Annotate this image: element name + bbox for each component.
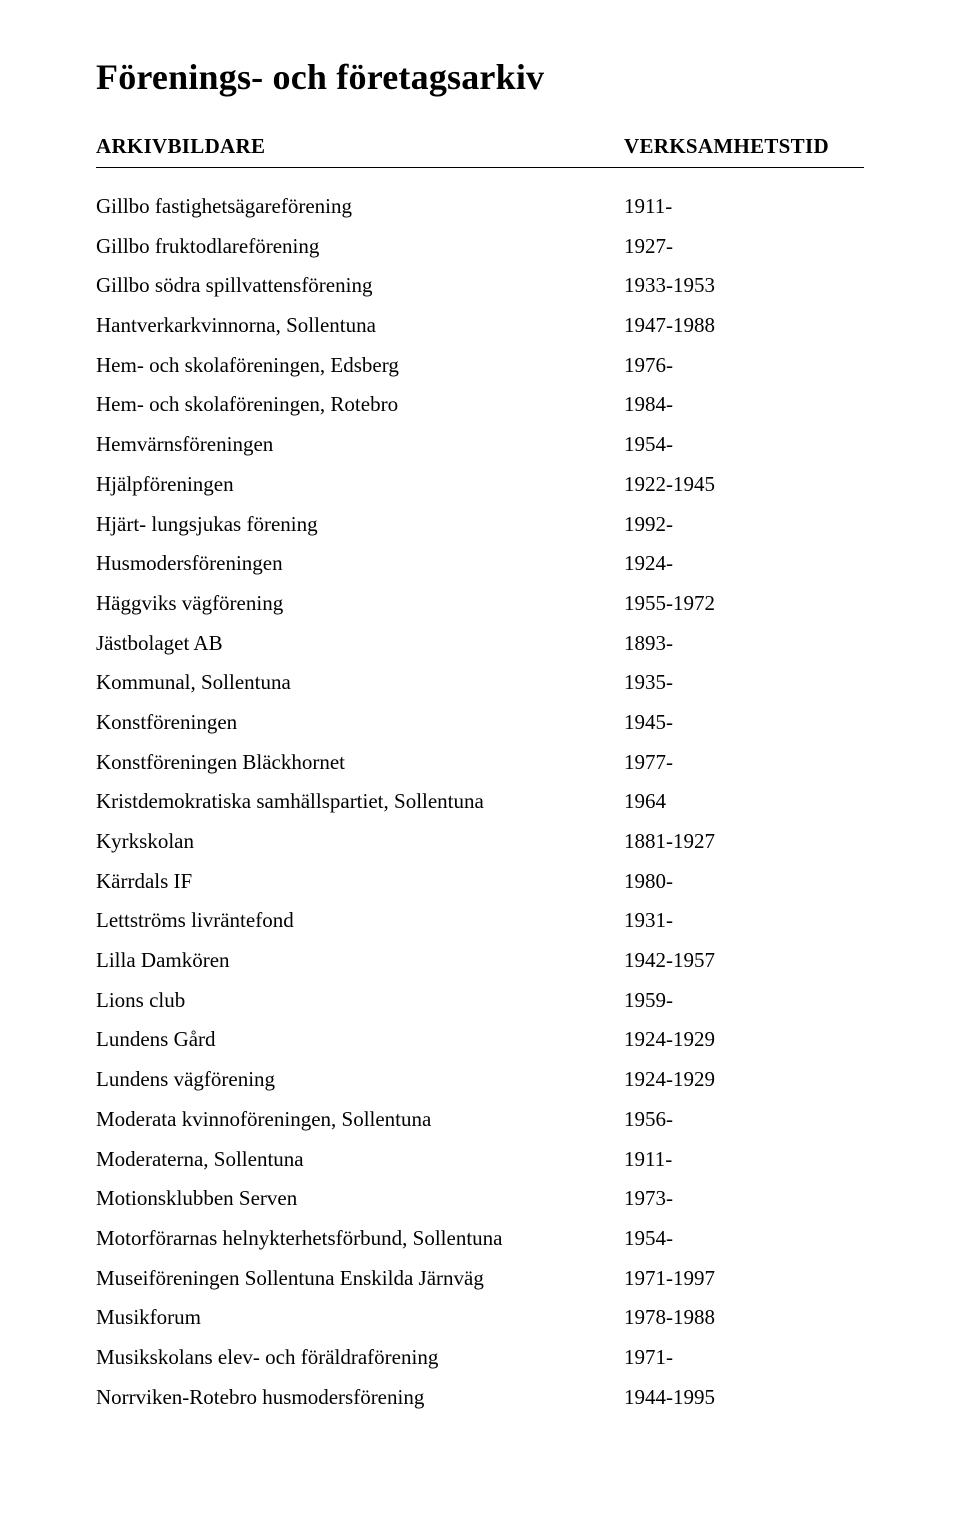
table-row: Moderaterna, Sollentuna1911- bbox=[96, 1149, 864, 1170]
row-name: Hem- och skolaföreningen, Edsberg bbox=[96, 355, 624, 376]
row-name: Moderaterna, Sollentuna bbox=[96, 1149, 624, 1170]
row-period: 1978-1988 bbox=[624, 1307, 864, 1328]
row-period: 1992- bbox=[624, 514, 864, 535]
table-row: Musikskolans elev- och föräldraförening1… bbox=[96, 1347, 864, 1368]
row-name: Moderata kvinnoföreningen, Sollentuna bbox=[96, 1109, 624, 1130]
table-row: Hantverkarkvinnorna, Sollentuna1947-1988 bbox=[96, 315, 864, 336]
row-name: Husmodersföreningen bbox=[96, 553, 624, 574]
table-row: Hjärt- lungsjukas förening1992- bbox=[96, 514, 864, 535]
row-period: 1971-1997 bbox=[624, 1268, 864, 1289]
table-row: Jästbolaget AB1893- bbox=[96, 633, 864, 654]
row-period: 1955-1972 bbox=[624, 593, 864, 614]
table-row: Lions club1959- bbox=[96, 990, 864, 1011]
row-period: 1935- bbox=[624, 672, 864, 693]
row-period: 1959- bbox=[624, 990, 864, 1011]
table-row: Motionsklubben Serven1973- bbox=[96, 1188, 864, 1209]
row-name: Motionsklubben Serven bbox=[96, 1188, 624, 1209]
row-period: 1945- bbox=[624, 712, 864, 733]
table-row: Museiföreningen Sollentuna Enskilda Järn… bbox=[96, 1268, 864, 1289]
row-period: 1980- bbox=[624, 871, 864, 892]
row-name: Konstföreningen Bläckhornet bbox=[96, 752, 624, 773]
row-name: Kärrdals IF bbox=[96, 871, 624, 892]
row-period: 1924-1929 bbox=[624, 1069, 864, 1090]
row-name: Gillbo södra spillvattensförening bbox=[96, 275, 624, 296]
row-name: Kommunal, Sollentuna bbox=[96, 672, 624, 693]
table-row: Gillbo södra spillvattensförening1933-19… bbox=[96, 275, 864, 296]
row-name: Konstföreningen bbox=[96, 712, 624, 733]
table-row: Kommunal, Sollentuna1935- bbox=[96, 672, 864, 693]
row-period: 1971- bbox=[624, 1347, 864, 1368]
table-row: Lundens vägförening1924-1929 bbox=[96, 1069, 864, 1090]
table-row: Lilla Damkören1942-1957 bbox=[96, 950, 864, 971]
row-period: 1922-1945 bbox=[624, 474, 864, 495]
row-name: Hjälpföreningen bbox=[96, 474, 624, 495]
row-period: 1881-1927 bbox=[624, 831, 864, 852]
row-name: Lilla Damkören bbox=[96, 950, 624, 971]
row-name: Hantverkarkvinnorna, Sollentuna bbox=[96, 315, 624, 336]
row-period: 1893- bbox=[624, 633, 864, 654]
row-name: Lundens Gård bbox=[96, 1029, 624, 1050]
row-period: 1911- bbox=[624, 196, 864, 217]
table-row: Häggviks vägförening1955-1972 bbox=[96, 593, 864, 614]
row-period: 1927- bbox=[624, 236, 864, 257]
row-period: 1947-1988 bbox=[624, 315, 864, 336]
table-row: Gillbo fruktodlareförening1927- bbox=[96, 236, 864, 257]
row-period: 1977- bbox=[624, 752, 864, 773]
row-name: Kyrkskolan bbox=[96, 831, 624, 852]
row-period: 1964 bbox=[624, 791, 864, 812]
row-name: Lions club bbox=[96, 990, 624, 1011]
row-period: 1944-1995 bbox=[624, 1387, 864, 1408]
table-row: Hjälpföreningen1922-1945 bbox=[96, 474, 864, 495]
row-period: 1931- bbox=[624, 910, 864, 931]
table-row: Lundens Gård1924-1929 bbox=[96, 1029, 864, 1050]
table-row: Gillbo fastighetsägareförening1911- bbox=[96, 196, 864, 217]
row-period: 1924- bbox=[624, 553, 864, 574]
row-name: Kristdemokratiska samhällspartiet, Solle… bbox=[96, 791, 624, 812]
table-row: Norrviken-Rotebro husmodersförening1944-… bbox=[96, 1387, 864, 1408]
header-right: VERKSAMHETSTID bbox=[624, 134, 864, 159]
table-row: Lettströms livräntefond1931- bbox=[96, 910, 864, 931]
table-row: Moderata kvinnoföreningen, Sollentuna195… bbox=[96, 1109, 864, 1130]
row-period: 1976- bbox=[624, 355, 864, 376]
row-name: Hjärt- lungsjukas förening bbox=[96, 514, 624, 535]
table-row: Musikforum1978-1988 bbox=[96, 1307, 864, 1328]
table-row: Kärrdals IF1980- bbox=[96, 871, 864, 892]
row-name: Musikskolans elev- och föräldraförening bbox=[96, 1347, 624, 1368]
row-period: 1984- bbox=[624, 394, 864, 415]
row-name: Gillbo fruktodlareförening bbox=[96, 236, 624, 257]
table-row: Konstföreningen1945- bbox=[96, 712, 864, 733]
row-period: 1942-1957 bbox=[624, 950, 864, 971]
row-name: Motorförarnas helnykterhetsförbund, Soll… bbox=[96, 1228, 624, 1249]
table-row: Konstföreningen Bläckhornet1977- bbox=[96, 752, 864, 773]
row-name: Norrviken-Rotebro husmodersförening bbox=[96, 1387, 624, 1408]
header-left: ARKIVBILDARE bbox=[96, 134, 624, 159]
row-name: Häggviks vägförening bbox=[96, 593, 624, 614]
row-name: Gillbo fastighetsägareförening bbox=[96, 196, 624, 217]
table-row: Hem- och skolaföreningen, Rotebro1984- bbox=[96, 394, 864, 415]
row-name: Museiföreningen Sollentuna Enskilda Järn… bbox=[96, 1268, 624, 1289]
row-name: Jästbolaget AB bbox=[96, 633, 624, 654]
row-period: 1911- bbox=[624, 1149, 864, 1170]
table-row: Husmodersföreningen1924- bbox=[96, 553, 864, 574]
table-body: Gillbo fastighetsägareförening1911-Gillb… bbox=[96, 196, 864, 1408]
table-header: ARKIVBILDARE VERKSAMHETSTID bbox=[96, 134, 864, 168]
table-row: Kyrkskolan1881-1927 bbox=[96, 831, 864, 852]
row-period: 1973- bbox=[624, 1188, 864, 1209]
table-row: Motorförarnas helnykterhetsförbund, Soll… bbox=[96, 1228, 864, 1249]
row-name: Hemvärnsföreningen bbox=[96, 434, 624, 455]
row-period: 1956- bbox=[624, 1109, 864, 1130]
table-row: Hem- och skolaföreningen, Edsberg1976- bbox=[96, 355, 864, 376]
row-name: Hem- och skolaföreningen, Rotebro bbox=[96, 394, 624, 415]
row-period: 1933-1953 bbox=[624, 275, 864, 296]
row-period: 1954- bbox=[624, 1228, 864, 1249]
table-row: Kristdemokratiska samhällspartiet, Solle… bbox=[96, 791, 864, 812]
row-name: Musikforum bbox=[96, 1307, 624, 1328]
table-row: Hemvärnsföreningen1954- bbox=[96, 434, 864, 455]
row-period: 1924-1929 bbox=[624, 1029, 864, 1050]
row-name: Lundens vägförening bbox=[96, 1069, 624, 1090]
row-name: Lettströms livräntefond bbox=[96, 910, 624, 931]
page-title: Förenings- och företagsarkiv bbox=[96, 56, 864, 98]
row-period: 1954- bbox=[624, 434, 864, 455]
document-page: Förenings- och företagsarkiv ARKIVBILDAR… bbox=[0, 0, 960, 1533]
